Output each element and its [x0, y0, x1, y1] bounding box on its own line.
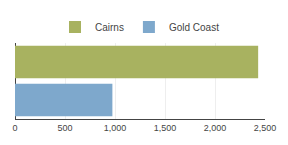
svg-text:1,500: 1,500 — [154, 123, 177, 133]
svg-text:2,500: 2,500 — [254, 123, 277, 133]
svg-text:0: 0 — [12, 123, 17, 133]
svg-text:500: 500 — [57, 123, 72, 133]
svg-text:Cairns: Cairns — [95, 22, 124, 33]
svg-text:1,000: 1,000 — [104, 123, 127, 133]
svg-text:Gold Coast: Gold Coast — [169, 22, 219, 33]
svg-text:2,000: 2,000 — [204, 123, 227, 133]
